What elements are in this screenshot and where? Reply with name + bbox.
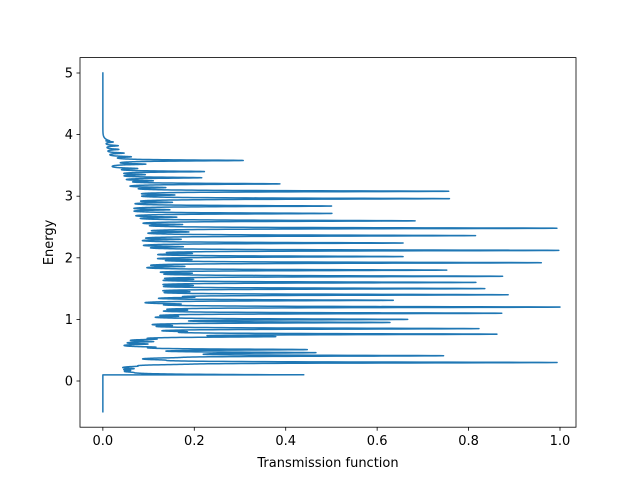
y-tick-label: 0 bbox=[65, 375, 73, 390]
x-axis-ticks: 0.0 0.2 0.4 0.6 0.8 1.0 bbox=[93, 427, 571, 449]
x-tick-label: 0.6 bbox=[367, 434, 388, 449]
y-tick-label: 5 bbox=[65, 67, 73, 82]
plot-frame bbox=[79, 57, 577, 428]
x-tick-label: 0.8 bbox=[458, 434, 479, 449]
x-tick-label: 1.0 bbox=[550, 434, 571, 449]
y-tick-label: 2 bbox=[65, 251, 73, 266]
y-tick-label: 1 bbox=[65, 313, 73, 328]
y-tick-label: 4 bbox=[65, 128, 73, 143]
y-axis-ticks: 0 1 2 3 4 5 bbox=[65, 67, 80, 390]
x-tick-label: 0.2 bbox=[184, 434, 205, 449]
x-tick-label: 0.0 bbox=[93, 434, 114, 449]
y-tick-label: 3 bbox=[65, 190, 73, 205]
x-axis-label: Transmission function bbox=[256, 456, 398, 471]
transmission-line bbox=[102, 72, 561, 413]
x-tick-label: 0.4 bbox=[275, 434, 296, 449]
y-axis-label: Energy bbox=[42, 219, 57, 265]
